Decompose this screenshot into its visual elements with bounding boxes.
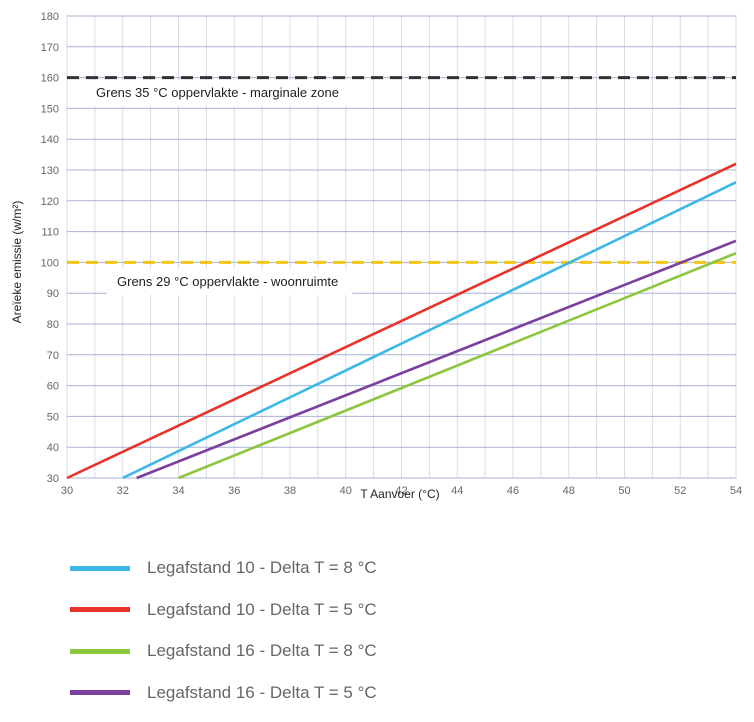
legend-item-4: Legafstand 16 - Delta T = 5 °C xyxy=(70,681,670,705)
legend: Legafstand 10 - Delta T = 8 °C Legafstand… xyxy=(70,556,670,722)
y-axis-ticks: 30 40 50 60 70 80 90 100 110 120 130 140 150 160 170 18… xyxy=(41,11,59,485)
legend-label: Legafstand 10 - Delta T = 8 °C xyxy=(147,558,377,577)
x-tick-label: 32 xyxy=(117,485,129,497)
legend-label: Legafstand 10 - Delta T = 5 °C xyxy=(147,599,377,619)
y-tick-label: 170 xyxy=(41,42,59,54)
series-line-1 xyxy=(122,181,737,480)
annotation-background xyxy=(86,80,353,106)
chart: 30 40 50 60 70 80 90 100 110 120 130 140 150 160 170 18… xyxy=(10,11,742,501)
annotation-label: Grens 35 °C oppervlakte - marginale zone xyxy=(96,85,339,100)
annotation-background xyxy=(107,268,353,295)
y-tick-label: 70 xyxy=(47,350,59,362)
y-tick-label: 40 xyxy=(47,442,59,454)
x-tick-label: 54 xyxy=(730,485,742,497)
legend-label: Legafstand 16 - Delta T = 5 °C xyxy=(147,682,377,702)
series-line-2 xyxy=(66,162,737,480)
y-tick-label: 60 xyxy=(47,381,59,393)
x-tick-label: 42 xyxy=(395,485,407,497)
y-tick-label: 100 xyxy=(41,257,59,269)
legend-item-1: Legafstand 10 - Delta T = 8 °C xyxy=(70,556,670,580)
reference-lines xyxy=(67,76,736,264)
x-tick-label: 40 xyxy=(340,485,352,497)
series-lines xyxy=(66,162,737,480)
x-tick-label: 52 xyxy=(674,485,686,497)
x-tick-label: 38 xyxy=(284,485,296,497)
y-axis-label: Areïeke emissie (w/m²) xyxy=(10,201,24,324)
x-tick-label: 30 xyxy=(61,485,73,497)
series-line-4 xyxy=(136,239,737,480)
x-tick-label: 46 xyxy=(507,485,519,497)
legend-swatch xyxy=(70,607,130,612)
y-tick-label: 110 xyxy=(41,227,59,239)
legend-swatch xyxy=(70,648,130,654)
legend-swatch xyxy=(70,690,130,695)
y-tick-label: 140 xyxy=(41,134,59,146)
x-axis-label: T Aanvoer (°C) xyxy=(360,487,439,501)
x-tick-label: 48 xyxy=(563,485,575,497)
annotations: Grens 35 °C oppervlakte - marginale zone… xyxy=(86,80,353,295)
y-tick-label: 130 xyxy=(41,165,59,177)
legend-swatch xyxy=(70,565,130,571)
x-tick-label: 34 xyxy=(172,485,184,497)
x-tick-label: 50 xyxy=(618,485,630,497)
y-tick-label: 80 xyxy=(47,319,59,331)
y-tick-label: 50 xyxy=(47,411,59,423)
legend-item-2: Legafstand 10 - Delta T = 5 °C xyxy=(70,598,670,622)
x-tick-label: 44 xyxy=(451,485,463,497)
x-axis-ticks: 30 32 34 36 38 40 42 44 46 48 50 52 54 xyxy=(61,485,742,497)
y-tick-label: 120 xyxy=(41,196,59,208)
y-tick-label: 30 xyxy=(47,473,59,485)
y-tick-label: 160 xyxy=(41,73,59,85)
legend-item-3: Legafstand 16 - Delta T = 8 °C xyxy=(70,639,670,663)
series-line-3 xyxy=(178,251,737,480)
y-tick-label: 90 xyxy=(47,288,59,300)
annotation-label: Grens 29 °C oppervlakte - woonruimte xyxy=(117,274,338,289)
x-tick-label: 36 xyxy=(228,485,240,497)
legend-label: Legafstand 16 - Delta T = 8 °C xyxy=(147,641,377,660)
y-tick-label: 150 xyxy=(41,103,59,115)
y-tick-label: 180 xyxy=(41,11,59,23)
